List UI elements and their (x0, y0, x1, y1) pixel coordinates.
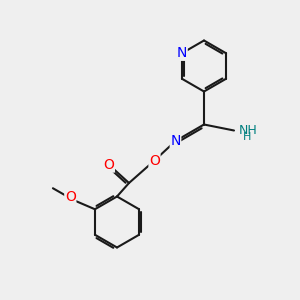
Text: O: O (149, 154, 160, 167)
Text: N: N (177, 46, 187, 60)
Text: O: O (103, 158, 114, 172)
Text: NH: NH (238, 124, 257, 137)
Text: O: O (65, 190, 76, 204)
Text: N: N (170, 134, 181, 148)
Text: H: H (243, 132, 251, 142)
